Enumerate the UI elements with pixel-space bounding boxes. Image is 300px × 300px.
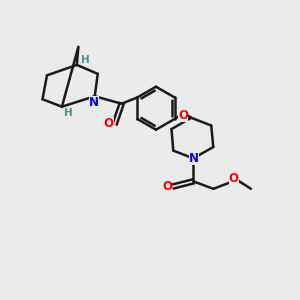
Text: O: O — [229, 172, 238, 185]
Text: O: O — [178, 109, 188, 122]
Text: O: O — [104, 117, 114, 130]
Text: O: O — [162, 180, 172, 193]
Text: N: N — [89, 96, 99, 109]
Text: N: N — [189, 152, 199, 165]
Text: H: H — [64, 108, 73, 118]
Text: H: H — [81, 55, 90, 64]
